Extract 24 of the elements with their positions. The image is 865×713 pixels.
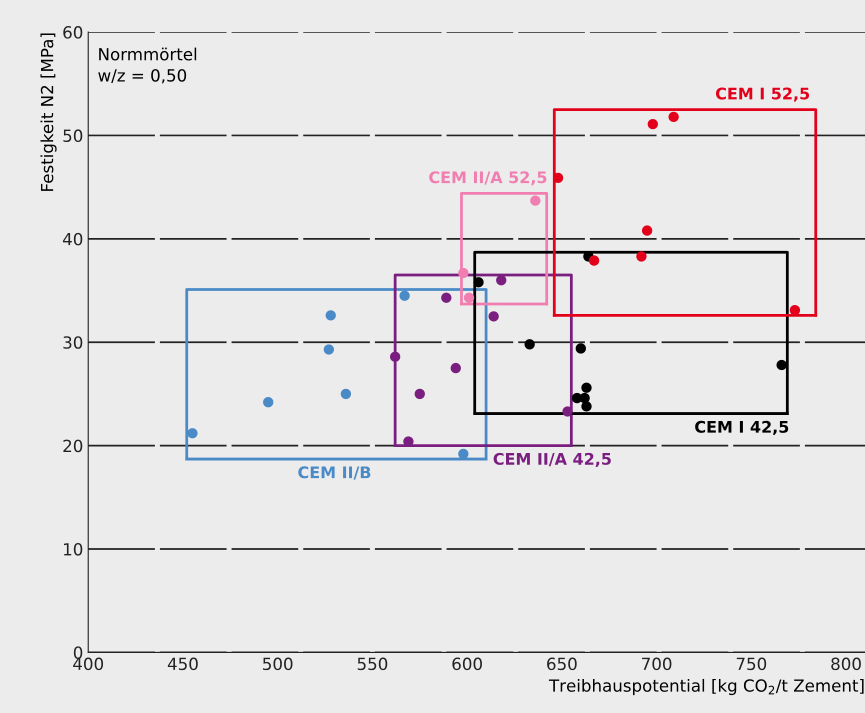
x-tick-label: 550 xyxy=(358,658,388,670)
y-tick-label: 40 xyxy=(62,232,82,246)
x-tick-label: 500 xyxy=(263,658,292,670)
y-tick-label: 60 xyxy=(63,26,82,39)
x-tick-label: 600 xyxy=(452,658,482,670)
x-tick-label: 400 xyxy=(73,658,104,670)
annotation: CEM II/A 42,5 xyxy=(494,452,611,467)
y-tick-label: 20 xyxy=(63,440,82,452)
annotation: CEM I 42,5 xyxy=(695,420,788,435)
x-tick-label: 750 xyxy=(736,658,766,670)
x-tick-label: 650 xyxy=(547,658,577,670)
y-tick-label: 0 xyxy=(74,646,82,659)
y-axis-title: Festigkeit N2 [MPa] xyxy=(40,34,57,191)
x-axis-title: Treibhauspotential [kg CO$_{2}$/t Zement] xyxy=(548,678,864,696)
x-tick-label: 450 xyxy=(168,658,198,670)
annotation: CEM II/A 52,5 xyxy=(429,171,546,186)
x-tick-label: 800 xyxy=(831,658,861,670)
x-tick-label: 700 xyxy=(642,658,672,670)
annotation: CEM II/B xyxy=(298,466,370,480)
y-tick-label: 10 xyxy=(64,542,82,556)
y-tick-label: 30 xyxy=(63,336,82,349)
annotation: CEM I 52,5 xyxy=(716,88,810,102)
y-tick-label: 50 xyxy=(63,129,82,142)
annotation: Normmörtel w/z = 0,50 xyxy=(98,48,196,84)
